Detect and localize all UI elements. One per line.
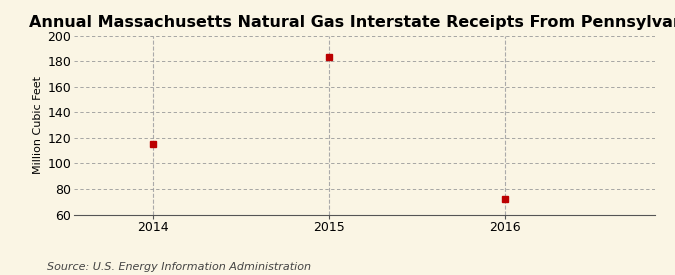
Text: Source: U.S. Energy Information Administration: Source: U.S. Energy Information Administ… bbox=[47, 262, 311, 272]
Y-axis label: Million Cubic Feet: Million Cubic Feet bbox=[34, 76, 43, 174]
Title: Annual Massachusetts Natural Gas Interstate Receipts From Pennsylvania: Annual Massachusetts Natural Gas Interst… bbox=[28, 15, 675, 31]
